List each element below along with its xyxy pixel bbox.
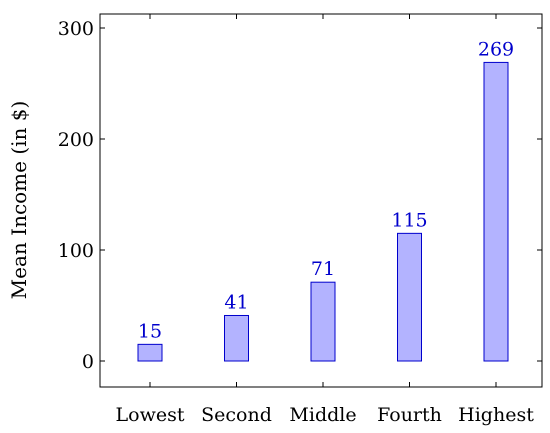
plot-frame [99, 13, 543, 388]
data-label-highest: 269 [478, 38, 514, 60]
x-tick-label-lowest: Lowest [116, 404, 185, 426]
bar-second [224, 314, 249, 362]
bar-middle [310, 281, 336, 362]
bars [137, 61, 509, 362]
bar-lowest [137, 343, 163, 362]
y-tick-label: 300 [58, 18, 94, 40]
x-tick-label-second: Second [201, 404, 272, 426]
x-tick-label-fourth: Fourth [377, 404, 442, 426]
axis-ticks [100, 14, 542, 387]
x-tick-label-highest: Highest [458, 404, 534, 426]
x-tick-label-middle: Middle [289, 404, 356, 426]
y-tick-label: 200 [58, 129, 94, 151]
y-tick-label: 0 [82, 351, 94, 373]
labels: 0 100 200 300 15 Lowest 41 Second 71 Middle 115 Fou… [58, 18, 534, 426]
bar-highest [483, 61, 509, 362]
data-label-middle: 71 [311, 258, 335, 280]
y-axis-title: Mean Income (in $) [7, 101, 31, 300]
data-label-fourth: 115 [391, 209, 427, 231]
y-tick-label: 100 [58, 240, 94, 262]
bar-fourth [397, 232, 422, 362]
data-label-second: 41 [224, 291, 248, 313]
data-label-lowest: 15 [138, 320, 162, 342]
